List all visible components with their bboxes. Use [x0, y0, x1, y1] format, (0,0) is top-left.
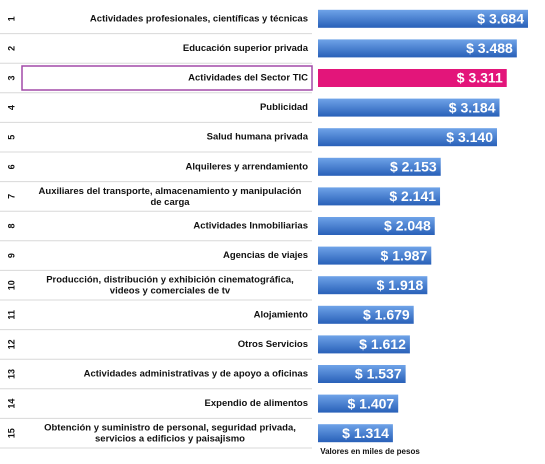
bar	[318, 9, 528, 28]
value-label: $ 3.140	[446, 129, 493, 145]
rank-label: 8	[6, 223, 16, 228]
rank-label: 12	[6, 339, 16, 349]
category-label: Agencias de viajes	[223, 250, 308, 261]
category-label: Educación superior privada	[183, 43, 309, 54]
rank-label: 3	[6, 75, 16, 80]
rank-label: 5	[6, 135, 16, 140]
bar	[318, 128, 497, 147]
rank-label: 11	[6, 310, 16, 320]
rank-label: 14	[6, 399, 16, 409]
value-label: $ 1.612	[359, 336, 406, 352]
bar	[318, 424, 393, 443]
bar	[318, 305, 414, 324]
rank-label: 1	[6, 16, 16, 21]
bar	[318, 187, 441, 206]
value-label: $ 3.311	[457, 70, 503, 86]
value-label: $ 2.048	[384, 218, 431, 234]
bar	[318, 394, 399, 413]
category-label: Publicidad	[260, 102, 308, 113]
rank-label: 13	[6, 369, 16, 379]
value-label: $ 3.488	[466, 40, 513, 56]
rank-label: 7	[6, 194, 16, 199]
category-label: Alquileres y arrendamiento	[186, 161, 309, 172]
value-label: $ 2.153	[390, 159, 437, 175]
bar	[318, 276, 428, 295]
category-label: Salud humana privada	[207, 132, 309, 143]
category-label: Actividades Inmobiliarias	[193, 221, 308, 232]
highlight-box	[21, 65, 313, 91]
bar	[318, 365, 406, 383]
value-label: $ 1.314	[342, 425, 389, 441]
value-label: $ 1.918	[377, 277, 424, 293]
bar	[318, 217, 435, 235]
value-label: $ 1.407	[347, 395, 394, 411]
value-label: $ 1.679	[363, 307, 410, 323]
category-label: Producción, distribución y exhibición ci…	[46, 274, 294, 296]
rank-label: 2	[6, 46, 16, 51]
bar	[318, 335, 410, 354]
category-label: Expendio de alimentos	[205, 398, 308, 409]
bar	[318, 39, 517, 58]
rank-label: 4	[6, 105, 16, 110]
rank-label: 9	[6, 253, 16, 258]
category-label: Actividades profesionales, científicas y…	[90, 13, 308, 24]
value-label: $ 1.537	[355, 366, 402, 382]
category-label: Actividades del Sector TIC	[188, 73, 308, 84]
category-label: Auxiliares del transporte, almacenamient…	[39, 185, 302, 207]
value-label: $ 2.141	[389, 188, 436, 204]
rank-label: 15	[6, 428, 16, 438]
rank-label: 10	[6, 280, 16, 290]
value-label: $ 1.987	[381, 247, 428, 263]
category-label: Alojamiento	[254, 309, 309, 320]
bar	[318, 157, 441, 176]
value-label: $ 3.684	[477, 11, 524, 27]
category-label: Otros Servicios	[238, 339, 308, 350]
rank-label: 6	[6, 164, 16, 169]
category-label: Actividades administrativas y de apoyo a…	[84, 369, 308, 380]
value-label: $ 3.184	[449, 99, 496, 115]
category-label: Obtención y suministro de personal, segu…	[44, 422, 296, 444]
note: Valores en miles de pesos	[320, 447, 420, 456]
bar	[318, 246, 432, 265]
bar	[318, 98, 500, 117]
bar	[318, 69, 507, 87]
